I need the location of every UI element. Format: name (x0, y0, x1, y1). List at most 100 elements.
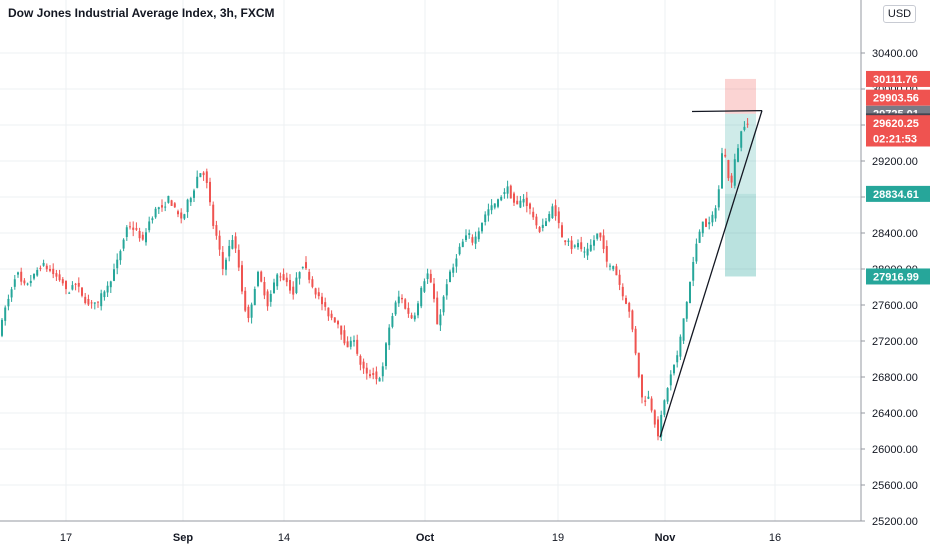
candle-body (465, 235, 467, 241)
candle-body (359, 355, 362, 365)
price-tag: 02:21:53 (866, 130, 930, 147)
candle-body (282, 274, 285, 281)
candle-body (276, 274, 279, 287)
candle-body (746, 123, 749, 125)
candle-body (141, 234, 144, 240)
candle-body (717, 189, 720, 208)
candle-body (167, 195, 170, 203)
candle-body (23, 280, 26, 284)
candle-body (317, 292, 320, 297)
candle-body (637, 352, 640, 377)
candle-body (189, 198, 192, 203)
candle-body (609, 265, 611, 267)
candle-body (161, 205, 163, 208)
candle-body (1, 319, 3, 336)
candle-body (132, 227, 135, 230)
time-axis[interactable]: 17 Sep 14 Oct 19 Nov 16 (60, 532, 781, 544)
candle-body (106, 285, 109, 293)
candle-body (721, 153, 723, 189)
candle-body (186, 199, 189, 213)
candle-body (615, 266, 618, 276)
candle-body (391, 316, 394, 327)
candle-body (551, 206, 554, 219)
x-tick-label: 16 (769, 532, 781, 544)
candle-body (666, 388, 669, 402)
trendline-lower (659, 110, 763, 438)
candle-body (4, 307, 7, 321)
candle-body (401, 297, 403, 300)
candle-body (628, 302, 631, 312)
candle-body (657, 419, 659, 437)
grid-lines (0, 0, 861, 522)
candle-body (257, 271, 259, 286)
candle-body (509, 185, 512, 199)
trendline-upper (691, 109, 763, 113)
stop-loss-zone (725, 78, 756, 114)
candle-body (164, 206, 167, 208)
candle-body (87, 299, 90, 305)
candle-body (340, 325, 343, 335)
chart-title: Dow Jones Industrial Average Index, 3h, … (8, 6, 275, 20)
candle-body (535, 216, 538, 226)
currency-badge[interactable]: USD (883, 5, 916, 23)
candle-body (477, 231, 480, 240)
candle-body (170, 200, 173, 206)
candle-body (215, 225, 218, 236)
candle-body (685, 302, 688, 319)
candle-body (113, 269, 115, 281)
candle-body (260, 271, 263, 282)
candle-body (449, 271, 451, 283)
candle-body (343, 330, 346, 344)
candle-body (612, 266, 615, 270)
candle-body (503, 192, 506, 194)
candle-body (77, 282, 80, 287)
candle-body (279, 276, 282, 278)
x-tick-label: Nov (655, 532, 677, 544)
candle-body (394, 302, 397, 315)
candle-body (682, 318, 685, 341)
candle-body (241, 265, 243, 292)
candle-body (506, 186, 509, 194)
candle-body (644, 400, 647, 402)
candle-body (234, 236, 237, 249)
candle-body (634, 328, 637, 354)
candle-body (519, 200, 522, 208)
candle-body (45, 265, 48, 270)
candle-body (525, 197, 528, 207)
candle-body (439, 314, 442, 326)
candle-body (138, 230, 141, 239)
candle-body (273, 282, 275, 294)
candle-body (145, 232, 147, 243)
candle-body (173, 203, 176, 208)
candle-body (689, 281, 691, 304)
candle-body (266, 291, 269, 307)
candle-body (513, 193, 515, 203)
candle-body (500, 196, 503, 201)
candle-body (193, 190, 195, 198)
price-tag: 29903.56 (866, 89, 930, 106)
candle-body (244, 290, 247, 311)
candle-body (567, 240, 570, 242)
price-tag-label: 28834.61 (873, 189, 919, 201)
candle-body (647, 396, 650, 399)
candle-body (381, 366, 384, 377)
candle-body (538, 227, 541, 232)
candle-body (205, 171, 208, 183)
price-tag-label: 02:21:53 (873, 134, 917, 146)
candle-body (548, 213, 551, 221)
candle-body (417, 303, 419, 316)
candle-body (673, 364, 675, 374)
candle-body (362, 361, 365, 369)
candle-body (330, 313, 333, 318)
candle-body (442, 296, 445, 313)
candle-body (29, 280, 32, 284)
candle-body (225, 259, 227, 270)
candle-body (743, 126, 746, 130)
candle-body (49, 269, 51, 271)
candle-body (375, 371, 378, 380)
candle-body (602, 235, 605, 249)
candle-body (365, 367, 368, 374)
candle-body (541, 224, 544, 228)
candle-body (90, 302, 93, 304)
